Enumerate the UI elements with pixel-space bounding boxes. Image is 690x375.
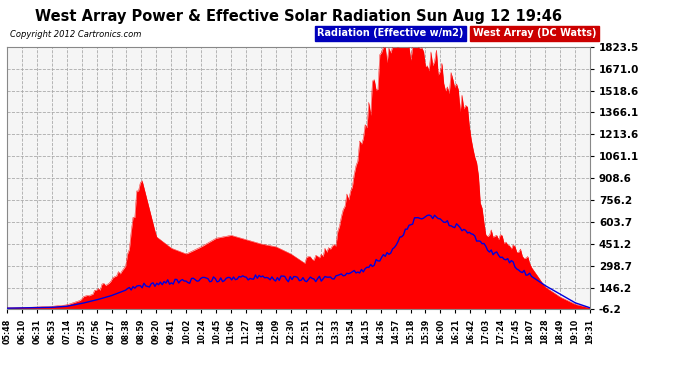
Text: Radiation (Effective w/m2): Radiation (Effective w/m2): [317, 28, 464, 38]
Text: Copyright 2012 Cartronics.com: Copyright 2012 Cartronics.com: [10, 30, 141, 39]
Text: West Array (DC Watts): West Array (DC Watts): [473, 28, 596, 38]
Text: West Array Power & Effective Solar Radiation Sun Aug 12 19:46: West Array Power & Effective Solar Radia…: [35, 9, 562, 24]
